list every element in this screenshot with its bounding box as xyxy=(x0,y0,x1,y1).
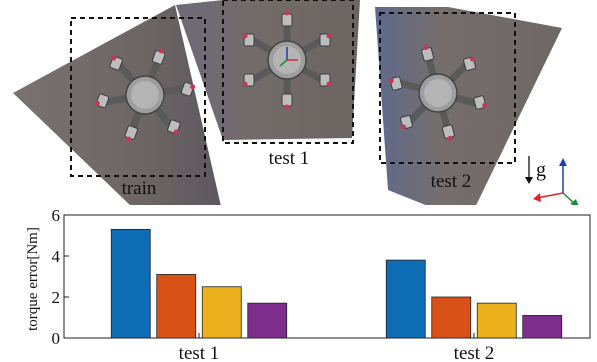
label-test-1: test 1 xyxy=(269,148,310,169)
svg-text:g: g xyxy=(536,159,546,181)
bar xyxy=(385,259,426,339)
label-train: train xyxy=(122,178,157,199)
torque-error-chart: 0 2 4 6 test 1 test 2 torque error[Nm] xyxy=(25,206,591,362)
test-2-panel xyxy=(375,7,562,205)
test-1-box xyxy=(222,0,354,144)
test-2-box xyxy=(379,12,516,164)
y-tick-label: 4 xyxy=(52,247,61,266)
y-axis-label: torque error[Nm] xyxy=(25,227,41,331)
bar xyxy=(431,296,472,339)
bar xyxy=(156,274,197,339)
train-panel xyxy=(13,5,221,205)
world-axes-icon xyxy=(533,158,579,205)
bar xyxy=(522,315,563,339)
robot-pose-scene: train test 1 test 2 g xyxy=(13,0,579,205)
x-tick-label: test 1 xyxy=(179,343,220,362)
bar xyxy=(110,228,151,339)
label-test-2: test 2 xyxy=(431,171,472,192)
bar xyxy=(247,302,288,339)
bar xyxy=(476,302,517,339)
y-tick-label: 0 xyxy=(52,329,61,348)
plot-area: 0 2 4 6 test 1 test 2 xyxy=(52,206,591,362)
x-tick-label: test 2 xyxy=(454,343,495,362)
gravity-indicator: g xyxy=(525,156,546,184)
plot-frame xyxy=(63,214,591,339)
bar xyxy=(201,286,242,339)
train-box xyxy=(70,17,206,177)
y-tick-label: 2 xyxy=(52,288,61,307)
y-tick-label: 6 xyxy=(52,206,61,225)
